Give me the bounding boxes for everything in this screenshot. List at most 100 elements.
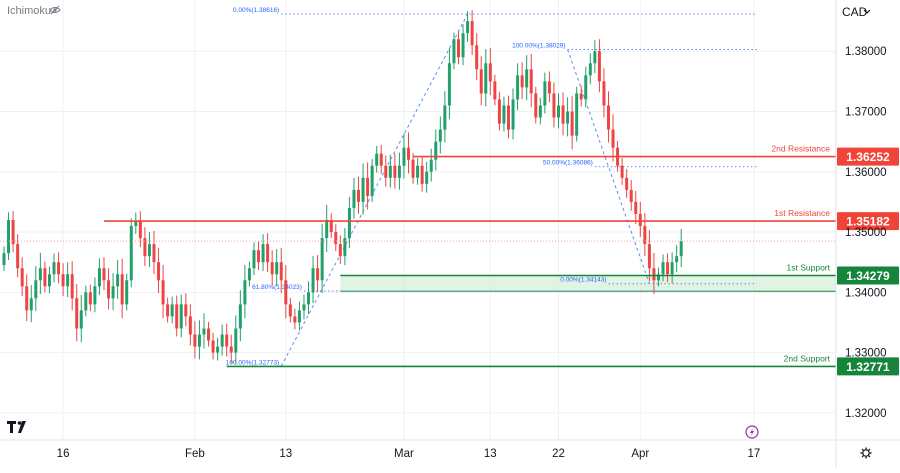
candle-body[interactable]: [461, 33, 465, 58]
candle-body[interactable]: [679, 241, 683, 257]
candle[interactable]: [611, 114, 615, 162]
candle[interactable]: [152, 230, 156, 275]
candle-body[interactable]: [138, 221, 142, 239]
candle-body[interactable]: [316, 268, 320, 281]
candle-body[interactable]: [547, 81, 551, 94]
candle-body[interactable]: [79, 310, 83, 329]
candle-body[interactable]: [575, 93, 579, 136]
candle-body[interactable]: [288, 304, 292, 317]
candle[interactable]: [584, 66, 588, 108]
candle-body[interactable]: [129, 226, 133, 281]
candle-body[interactable]: [66, 274, 70, 287]
candle-body[interactable]: [188, 316, 192, 335]
candle-body[interactable]: [38, 268, 42, 281]
candle-body[interactable]: [207, 328, 211, 341]
candle[interactable]: [66, 262, 70, 298]
candle-body[interactable]: [152, 244, 156, 263]
candle[interactable]: [184, 293, 188, 327]
candle[interactable]: [429, 148, 433, 182]
candle[interactable]: [579, 85, 583, 107]
candle[interactable]: [484, 49, 488, 107]
candle[interactable]: [179, 294, 183, 338]
candle[interactable]: [588, 53, 592, 85]
level-price-tag[interactable]: [837, 147, 899, 166]
candle[interactable]: [11, 211, 15, 253]
candle-body[interactable]: [20, 268, 24, 287]
candle-body[interactable]: [543, 81, 547, 106]
candle-body[interactable]: [484, 63, 488, 94]
candle[interactable]: [634, 190, 638, 224]
candle[interactable]: [316, 255, 320, 293]
candle-body[interactable]: [134, 221, 138, 227]
candle[interactable]: [307, 281, 311, 315]
candle-body[interactable]: [193, 334, 197, 347]
candle[interactable]: [16, 234, 20, 278]
candle[interactable]: [329, 213, 333, 239]
candle[interactable]: [675, 245, 679, 273]
candle-body[interactable]: [366, 177, 370, 196]
candle-body[interactable]: [293, 316, 297, 323]
candle[interactable]: [384, 155, 388, 187]
candle[interactable]: [84, 285, 88, 317]
candle-body[interactable]: [229, 346, 233, 353]
chevron-down-icon[interactable]: [863, 9, 871, 14]
candle[interactable]: [275, 249, 279, 287]
candle-body[interactable]: [307, 292, 311, 305]
candle[interactable]: [170, 296, 174, 324]
candle[interactable]: [506, 95, 510, 139]
candle[interactable]: [43, 261, 47, 293]
candle-body[interactable]: [606, 105, 610, 130]
candle-body[interactable]: [634, 201, 638, 214]
candle[interactable]: [575, 86, 579, 142]
candle[interactable]: [134, 212, 138, 234]
candle-body[interactable]: [393, 165, 397, 178]
candle-body[interactable]: [452, 39, 456, 64]
candle-body[interactable]: [429, 159, 433, 172]
level-price-label[interactable]: 1.32771: [846, 360, 890, 374]
candle[interactable]: [347, 196, 351, 248]
candle[interactable]: [257, 241, 261, 271]
candle-body[interactable]: [97, 268, 101, 287]
candle-body[interactable]: [197, 334, 201, 347]
candle-body[interactable]: [175, 304, 179, 329]
candle[interactable]: [393, 153, 397, 189]
candle[interactable]: [561, 92, 565, 136]
candle[interactable]: [320, 223, 324, 294]
candle-body[interactable]: [184, 304, 188, 317]
candle-body[interactable]: [388, 165, 392, 178]
candle[interactable]: [75, 284, 79, 342]
candle-body[interactable]: [375, 153, 379, 166]
candle[interactable]: [102, 257, 106, 291]
candle-body[interactable]: [675, 256, 679, 263]
candle-body[interactable]: [61, 274, 65, 287]
candle-body[interactable]: [579, 93, 583, 100]
candle-body[interactable]: [29, 298, 33, 311]
candle-body[interactable]: [2, 253, 6, 266]
candle-body[interactable]: [338, 244, 342, 257]
candle-body[interactable]: [493, 81, 497, 100]
candle[interactable]: [466, 11, 470, 43]
candle[interactable]: [647, 229, 651, 282]
candle[interactable]: [220, 324, 224, 356]
candle[interactable]: [143, 227, 147, 267]
candle[interactable]: [493, 74, 497, 106]
candle[interactable]: [538, 97, 542, 125]
candle-body[interactable]: [556, 105, 560, 118]
candle[interactable]: [29, 285, 33, 323]
candle[interactable]: [325, 204, 329, 252]
candle[interactable]: [525, 55, 529, 101]
candle[interactable]: [207, 321, 211, 347]
candle-body[interactable]: [107, 280, 111, 299]
candle-body[interactable]: [16, 244, 20, 269]
candle[interactable]: [438, 116, 442, 154]
candle-body[interactable]: [75, 298, 79, 329]
candle-body[interactable]: [357, 189, 361, 202]
candle[interactable]: [357, 176, 361, 214]
candle[interactable]: [111, 273, 115, 311]
level-price-tag[interactable]: [837, 212, 899, 231]
candle[interactable]: [302, 294, 306, 320]
candle[interactable]: [334, 224, 338, 252]
candle-body[interactable]: [343, 238, 347, 257]
candle-body[interactable]: [434, 141, 438, 160]
